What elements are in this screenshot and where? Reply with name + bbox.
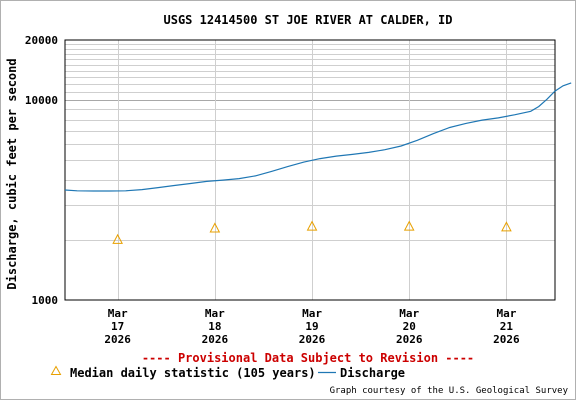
credit-text: Graph courtesy of the U.S. Geological Su… [330,386,569,396]
median-point [501,221,512,232]
x-tick-label: 2026 [104,333,131,346]
x-tick-label: 2026 [396,333,423,346]
provisional-note: ---- Provisional Data Subject to Revisio… [142,351,474,365]
x-tick-label: Mar [302,307,322,320]
x-tick-label: 2026 [202,333,229,346]
x-tick-label: 2026 [493,333,520,346]
x-tick-label: 18 [208,320,221,333]
legend-discharge-label: Discharge [340,366,405,380]
median-point [112,233,123,244]
median-point [306,220,318,231]
x-tick-label: Mar [399,307,419,320]
y-tick-label: 20000 [25,34,58,47]
series-layer [64,82,572,244]
legend: Median daily statistic (105 years) Disch… [50,365,405,380]
y-tick-label: 1000 [32,294,59,307]
x-tick-label: Mar [496,307,516,320]
plot-frame [64,39,556,301]
x-tick-label: 19 [305,320,318,333]
x-tick-label: 20 [403,320,416,333]
y-tick-labels: 20000 10000 1000 [25,34,58,307]
x-tick-label: Mar [108,307,128,320]
grid-lines [65,40,555,300]
y-tick-label: 10000 [25,94,58,107]
legend-median-label: Median daily statistic (105 years) [70,366,316,380]
y-axis-label: Discharge, cubic feet per second [5,58,19,289]
median-point [209,222,221,233]
legend-median-marker [50,365,62,375]
x-tick-label: 17 [111,320,124,333]
median-point [403,220,415,231]
x-tick-label: Mar [205,307,225,320]
x-tick-label: 21 [500,320,514,333]
x-tick-label: 2026 [299,333,326,346]
x-tick-labels: Mar172026Mar182026Mar192026Mar202026Mar2… [104,307,520,346]
chart-title: USGS 12414500 ST JOE RIVER AT CALDER, ID [164,13,453,27]
discharge-line [64,82,572,192]
